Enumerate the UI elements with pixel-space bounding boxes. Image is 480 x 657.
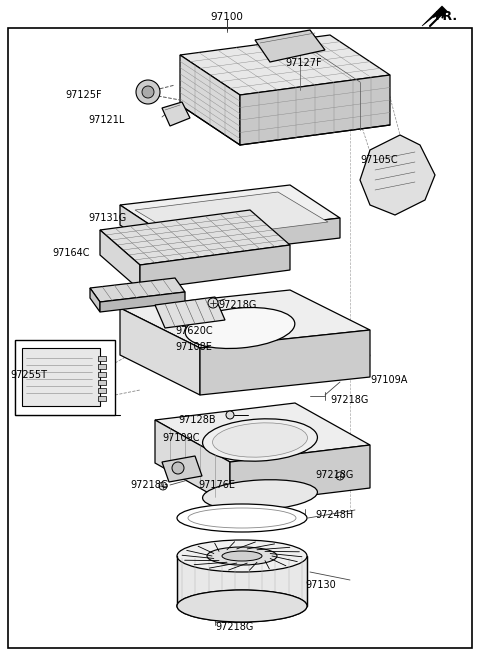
Ellipse shape	[203, 480, 317, 510]
Polygon shape	[177, 556, 307, 606]
Bar	[98, 356, 106, 361]
Text: 97218G: 97218G	[218, 300, 256, 310]
Polygon shape	[170, 218, 340, 258]
Ellipse shape	[188, 508, 296, 528]
Text: 97100: 97100	[211, 12, 243, 22]
Circle shape	[136, 80, 160, 104]
Polygon shape	[100, 292, 185, 312]
Polygon shape	[135, 192, 328, 240]
Text: 97121L: 97121L	[88, 115, 124, 125]
Polygon shape	[180, 55, 240, 145]
Bar	[98, 388, 106, 393]
Text: 97131G: 97131G	[88, 213, 126, 223]
Ellipse shape	[222, 551, 262, 561]
Polygon shape	[240, 75, 390, 145]
Polygon shape	[100, 210, 290, 265]
Text: 97127F: 97127F	[285, 58, 322, 68]
Text: 97248H: 97248H	[315, 510, 353, 520]
Circle shape	[208, 298, 218, 308]
Bar	[98, 396, 106, 401]
Polygon shape	[255, 30, 325, 62]
Ellipse shape	[177, 590, 307, 622]
Bar	[98, 380, 106, 385]
Polygon shape	[140, 245, 290, 290]
Polygon shape	[360, 135, 435, 215]
Polygon shape	[155, 297, 225, 328]
Text: 97128B: 97128B	[178, 415, 216, 425]
Polygon shape	[120, 185, 340, 238]
Ellipse shape	[185, 307, 295, 348]
Polygon shape	[155, 420, 230, 505]
Circle shape	[159, 482, 167, 490]
Polygon shape	[180, 35, 390, 95]
Text: 97218G: 97218G	[130, 480, 168, 490]
Text: 97109A: 97109A	[370, 375, 408, 385]
Text: 97620C: 97620C	[175, 326, 213, 336]
Polygon shape	[90, 278, 185, 302]
Bar	[15, 340, 115, 415]
Polygon shape	[155, 403, 370, 462]
Ellipse shape	[177, 540, 307, 572]
Text: 97176E: 97176E	[198, 480, 235, 490]
Text: 97218G: 97218G	[315, 470, 353, 480]
Text: 97125F: 97125F	[65, 90, 102, 100]
Ellipse shape	[177, 504, 307, 532]
Circle shape	[226, 411, 234, 419]
Ellipse shape	[207, 547, 277, 565]
Circle shape	[142, 86, 154, 98]
Text: 97109C: 97109C	[162, 433, 200, 443]
Polygon shape	[162, 456, 202, 482]
Ellipse shape	[177, 590, 307, 622]
Text: 97130: 97130	[305, 580, 336, 590]
Polygon shape	[120, 290, 370, 348]
Circle shape	[172, 462, 184, 474]
Polygon shape	[422, 6, 448, 26]
Ellipse shape	[203, 419, 317, 461]
Text: 97255T: 97255T	[10, 370, 47, 380]
Polygon shape	[120, 308, 200, 395]
Circle shape	[336, 472, 344, 480]
Polygon shape	[90, 288, 100, 312]
Bar	[98, 372, 106, 377]
Bar	[22, 348, 100, 406]
Text: FR.: FR.	[435, 10, 458, 23]
Text: 97108E: 97108E	[175, 342, 212, 352]
Text: 97164C: 97164C	[52, 248, 89, 258]
Bar	[98, 364, 106, 369]
Polygon shape	[230, 445, 370, 505]
Text: 97105C: 97105C	[360, 155, 397, 165]
Polygon shape	[200, 330, 370, 395]
Polygon shape	[120, 205, 170, 258]
Polygon shape	[162, 102, 190, 126]
Text: 97218G: 97218G	[330, 395, 368, 405]
Polygon shape	[100, 230, 140, 290]
Text: 97218G: 97218G	[215, 622, 253, 632]
Ellipse shape	[213, 423, 308, 457]
